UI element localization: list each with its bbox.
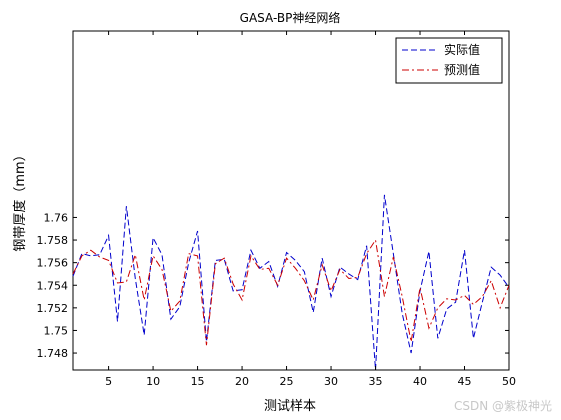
x-tick-label: 30: [324, 375, 338, 388]
x-axis: 5 10 15 20 25 30 35 40 45 50: [105, 31, 516, 388]
series-line-0: [72, 194, 510, 371]
x-tick-label: 50: [502, 375, 516, 388]
y-tick-label: 1.756: [37, 257, 69, 270]
x-axis-label: 测试样本: [264, 399, 316, 414]
y-axis: 1.748 1.75 1.752 1.754 1.756 1.758 1.76: [37, 211, 509, 360]
x-tick-label: 10: [146, 375, 160, 388]
x-tick-label: 5: [105, 375, 112, 388]
legend-label-predicted: 预测值: [444, 62, 480, 77]
y-tick-label: 1.75: [44, 324, 69, 337]
x-tick-label: 20: [235, 375, 249, 388]
y-tick-label: 1.76: [44, 211, 69, 224]
x-tick-label: 35: [369, 375, 383, 388]
y-tick-label: 1.748: [37, 347, 69, 360]
series-line-1: [72, 238, 510, 346]
legend-label-actual: 实际值: [444, 42, 480, 57]
x-tick-label: 15: [191, 375, 205, 388]
y-tick-label: 1.758: [37, 234, 69, 247]
y-tick-label: 1.752: [37, 302, 69, 315]
x-tick-label: 40: [413, 375, 427, 388]
legend-box: [395, 37, 503, 84]
chart-title: GASA-BP神经网络: [240, 10, 341, 25]
series-layer: [72, 194, 510, 371]
x-tick-label: 45: [458, 375, 472, 388]
y-axis-label: 钢带厚度（mm）: [12, 148, 28, 251]
watermark: CSDN @紫极神光: [454, 399, 552, 413]
y-tick-label: 1.754: [37, 279, 69, 292]
x-tick-label: 25: [280, 375, 294, 388]
legend: 实际值 预测值: [395, 37, 503, 84]
